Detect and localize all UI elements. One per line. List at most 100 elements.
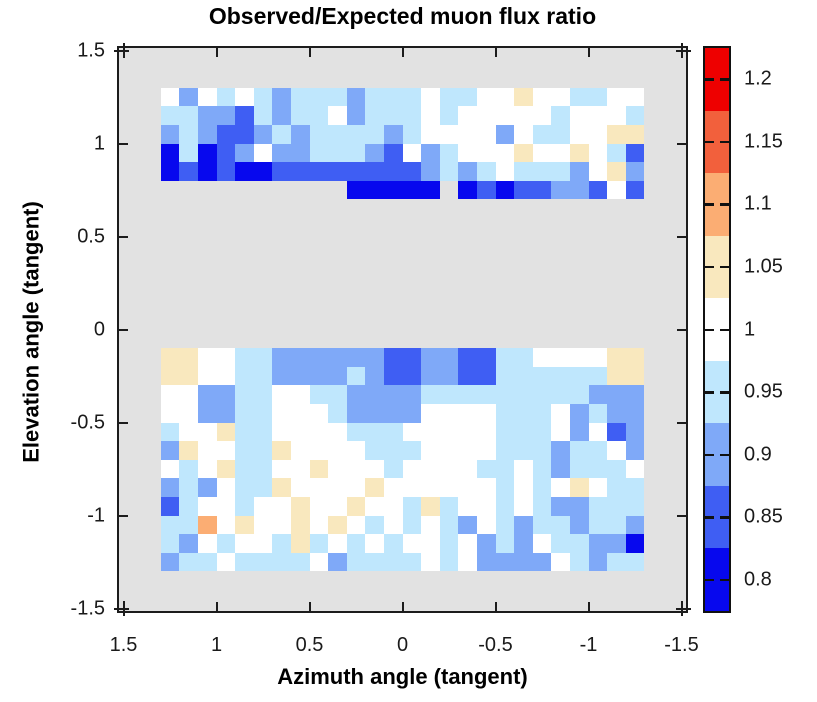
heatmap-cell (365, 534, 384, 553)
heatmap-cell (309, 496, 329, 516)
heatmap-cell (290, 422, 310, 442)
heatmap-cell (253, 143, 273, 163)
y-tick-label: -0.5 (70, 411, 105, 433)
colorbar-tick-mark (720, 391, 729, 394)
heatmap-cell (328, 87, 347, 107)
heatmap-cell (346, 515, 366, 535)
heatmap-cell (514, 534, 533, 553)
heatmap-cell (290, 124, 310, 144)
heatmap-cell (476, 534, 496, 553)
heatmap-cell (514, 162, 533, 181)
heatmap-cell (290, 106, 310, 125)
heatmap-cell (495, 180, 515, 200)
colorbar-tick-mark (705, 578, 714, 582)
heatmap-cell (532, 441, 552, 460)
heatmap-cell (588, 552, 608, 572)
heatmap-cell (551, 106, 570, 125)
heatmap-cell (588, 106, 608, 125)
heatmap-cell (421, 124, 440, 144)
colorbar-tick-mark (720, 328, 729, 331)
heatmap-cell (439, 515, 459, 535)
heatmap-cell (179, 422, 198, 442)
heatmap-cell (216, 366, 236, 386)
heatmap-cell (402, 87, 422, 107)
heatmap-cell (216, 87, 236, 107)
y-tick-mark (114, 607, 129, 610)
heatmap-cell (290, 459, 310, 479)
heatmap-cell (495, 124, 515, 144)
heatmap-cell (439, 124, 459, 144)
x-tick-label: 1.5 (109, 634, 138, 656)
heatmap-cell (179, 162, 198, 181)
heatmap-cell (365, 403, 384, 423)
heatmap-cell (365, 422, 384, 442)
heatmap-cell (197, 385, 217, 404)
heatmap-cell (197, 124, 217, 144)
heatmap-cell (179, 106, 198, 125)
heatmap-cell (569, 496, 589, 516)
heatmap-cell (439, 143, 459, 163)
heatmap-cell (551, 422, 570, 442)
x-tick-mark (215, 48, 218, 57)
heatmap-cell (588, 478, 608, 497)
heatmap-cell (272, 366, 291, 386)
heatmap-cell (551, 403, 570, 423)
heatmap-cell (495, 534, 515, 553)
heatmap-cell (365, 87, 384, 107)
heatmap-cell (309, 162, 329, 181)
heatmap-cell (607, 180, 626, 200)
heatmap-cell (328, 478, 347, 497)
heatmap-cell (346, 87, 366, 107)
heatmap-cell (458, 124, 477, 144)
heatmap-cell (272, 162, 291, 181)
heatmap-cell (514, 496, 533, 516)
heatmap-cell (476, 515, 496, 535)
heatmap-cell (551, 496, 570, 516)
heatmap-cell (197, 441, 217, 460)
heatmap-cell (328, 143, 347, 163)
y-axis-title: Elevation angle (tangent) (18, 201, 44, 463)
heatmap-cell (179, 87, 198, 107)
heatmap-cell (495, 106, 515, 125)
heatmap-cell (476, 124, 496, 144)
heatmap-cell (235, 106, 254, 125)
heatmap-cell (197, 534, 217, 553)
heatmap-cell (290, 87, 310, 107)
heatmap-cell (365, 124, 384, 144)
heatmap-cell (421, 403, 440, 423)
heatmap-cell (160, 478, 180, 497)
heatmap-cell (458, 385, 477, 404)
heatmap-cell (346, 478, 366, 497)
heatmap-cell (309, 534, 329, 553)
heatmap-cell (253, 366, 273, 386)
heatmap-cell (216, 106, 236, 125)
heatmap-cell (160, 422, 180, 442)
heatmap-cell (235, 385, 254, 404)
heatmap-cell (328, 162, 347, 181)
heatmap-cell (328, 124, 347, 144)
heatmap-cell (551, 124, 570, 144)
heatmap-cell (402, 180, 422, 200)
heatmap-cell (383, 552, 403, 572)
heatmap-cell (290, 496, 310, 516)
heatmap-cell (551, 515, 570, 535)
heatmap-cell (253, 478, 273, 497)
heatmap-cell (569, 422, 589, 442)
heatmap-cell (216, 534, 236, 553)
heatmap-cell (495, 87, 515, 107)
heatmap-cell (532, 348, 552, 367)
heatmap-cell (235, 124, 254, 144)
heatmap-cell (272, 106, 291, 125)
y-tick-label: 1.5 (77, 39, 105, 61)
heatmap-cell (179, 348, 198, 367)
heatmap-cell (607, 422, 626, 442)
heatmap-cell (625, 124, 645, 144)
x-tick-label: -0.5 (478, 634, 513, 656)
heatmap-cell (569, 87, 589, 107)
heatmap-cell (253, 422, 273, 442)
heatmap-cell (328, 385, 347, 404)
heatmap-cell (421, 552, 440, 572)
heatmap-cell (383, 459, 403, 479)
heatmap-cell (272, 534, 291, 553)
